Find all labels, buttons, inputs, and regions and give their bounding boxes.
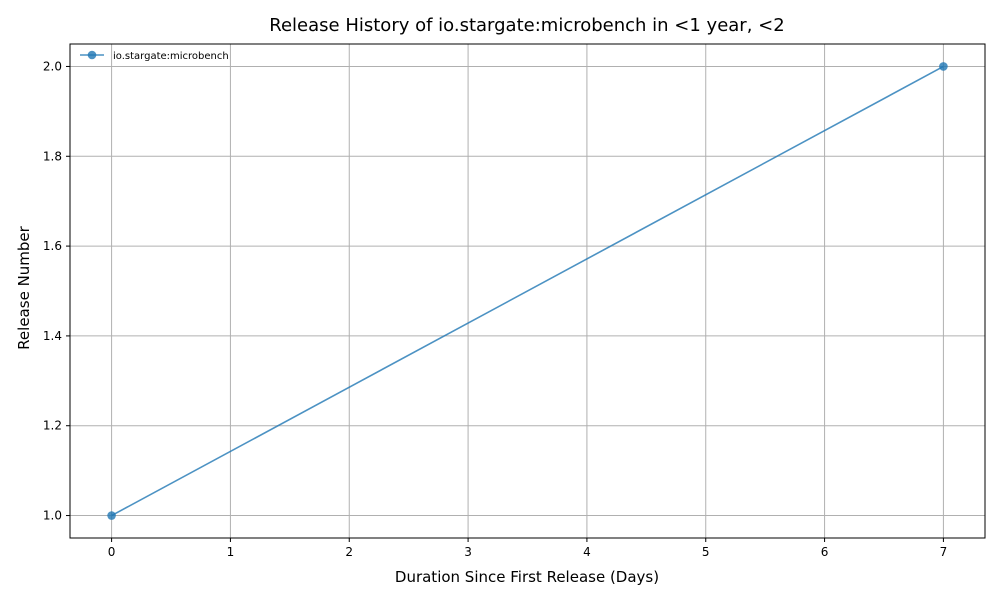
x-tick-label: 4 — [583, 545, 591, 559]
legend-point-marker — [87, 50, 97, 60]
series-layer — [107, 62, 948, 520]
y-axis-label: Release Number — [15, 225, 33, 349]
data-point — [107, 511, 116, 520]
x-tick-label: 7 — [940, 545, 948, 559]
y-tick-label: 1.0 — [43, 509, 62, 523]
y-tick-label: 1.6 — [43, 239, 62, 253]
y-tick-label: 1.8 — [43, 149, 62, 163]
x-tick-label: 2 — [345, 545, 353, 559]
axis-ticks: 0 1 2 3 4 5 6 7 1.0 1.2 1.4 1.6 1.8 2.0 — [43, 59, 947, 559]
series-line — [111, 65, 944, 517]
x-tick-label: 1 — [227, 545, 235, 559]
x-tick-label: 0 — [108, 545, 116, 559]
y-tick-label: 1.2 — [43, 419, 62, 433]
x-tick-label: 5 — [702, 545, 710, 559]
chart-title: Release History of io.stargate:microbenc… — [269, 15, 784, 36]
plot-frame — [69, 43, 986, 539]
x-tick-label: 6 — [821, 545, 829, 559]
data-point — [939, 62, 948, 71]
grid-lines — [70, 44, 985, 538]
y-tick-label: 2.0 — [43, 59, 62, 73]
x-axis-label: Duration Since First Release (Days) — [395, 568, 659, 586]
x-tick-label: 3 — [464, 545, 472, 559]
legend-entry-label: io.stargate:microbench — [113, 51, 229, 62]
legend: io.stargate:microbench — [80, 50, 229, 62]
y-tick-label: 1.4 — [43, 329, 62, 343]
